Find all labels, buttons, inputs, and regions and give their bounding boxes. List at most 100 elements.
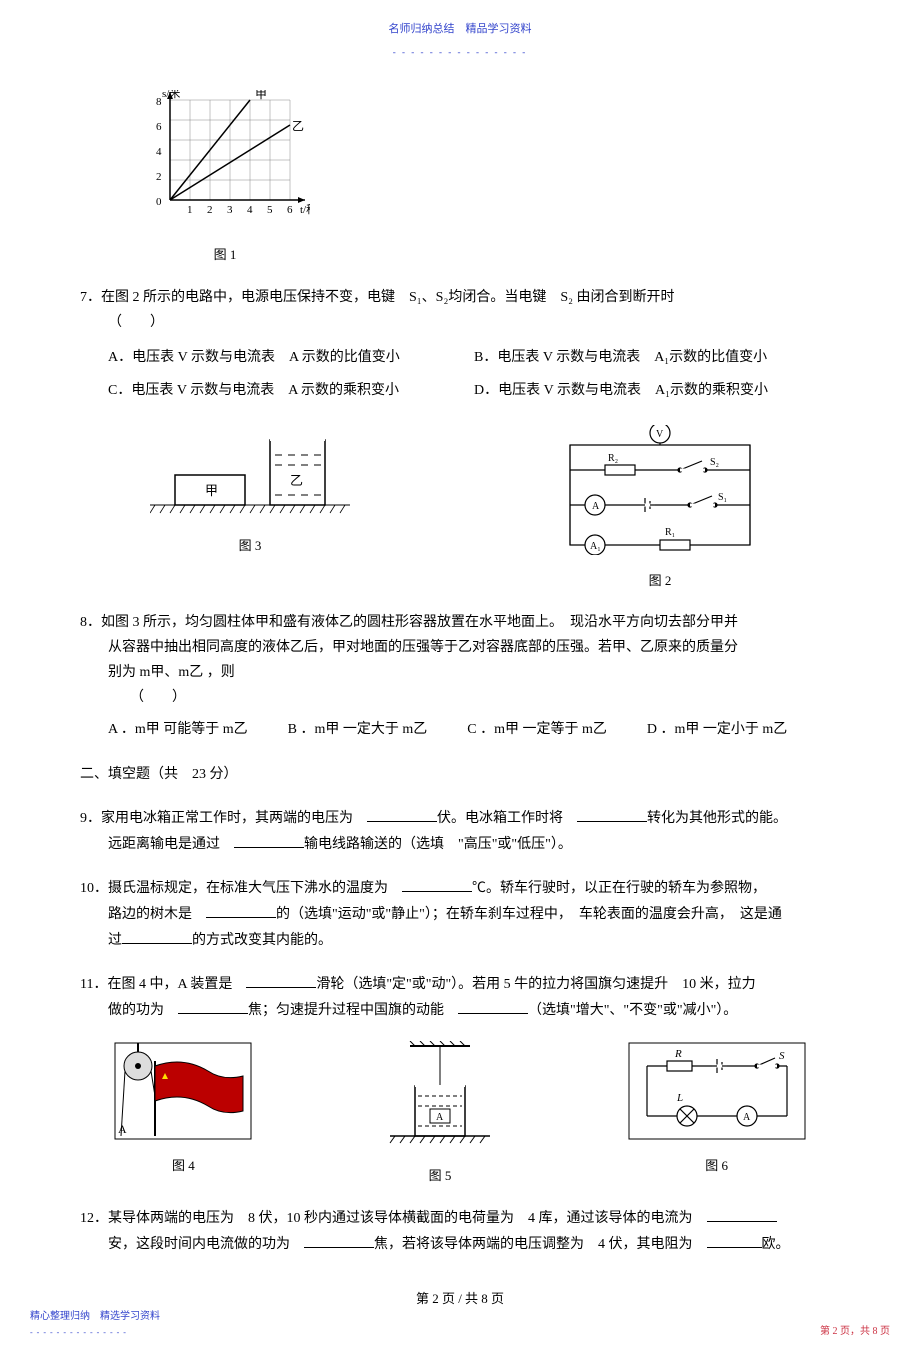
q12-t4: 欧。 (762, 1237, 790, 1252)
svg-text:A₁: A₁ (590, 541, 601, 552)
svg-text:4: 4 (156, 146, 162, 158)
q8-paren: （ ） (80, 685, 840, 710)
figure-1-caption: 图 1 (140, 243, 310, 266)
q7-opt-b: B．电压表 V 示数与电流表 A₁示数的比值变小 (474, 341, 840, 374)
figure-5: A 图 5 (380, 1041, 500, 1188)
svg-text:S₁: S₁ (718, 492, 727, 503)
svg-text:5: 5 (267, 204, 273, 216)
svg-text:s/米: s/米 (162, 90, 180, 100)
q12-blank3 (707, 1231, 762, 1248)
question-11: 11．在图 4 中，A 装置是 滑轮（选填"定"或"动"）。若用 5 牛的拉力将… (80, 971, 840, 1023)
svg-text:L: L (676, 1092, 683, 1104)
q9-t2: 伏。电冰箱工作时将 (437, 811, 577, 826)
q8-options: A ．m甲 可能等于 m乙 B ．m甲 一定大于 m乙 C ．m甲 一定等于 m… (80, 717, 840, 742)
question-9: 9．家用电冰箱正常工作时，其两端的电压为 伏。电冰箱工作时将 转化为其他形式的能… (80, 805, 840, 857)
bottom-left-note: 精心整理归纳 精选学习资料 - - - - - - - - - - - - - … (30, 1308, 160, 1340)
figure-3-2-row: 甲 乙 图 3 (80, 425, 840, 592)
q7-options: A．电压表 V 示数与电流表 A 示数的比值变小 B．电压表 V 示数与电流表 … (80, 341, 840, 407)
svg-text:4: 4 (247, 204, 253, 216)
q10-t5: 过 (108, 933, 122, 948)
q8-line2: 从容器中抽出相同高度的液体乙后，甲对地面的压强等于乙对容器底部的压强。若甲、乙原… (80, 635, 840, 660)
svg-text:甲: 甲 (205, 483, 218, 498)
q10-t6: 的方式改变其内能的。 (192, 933, 332, 948)
bl-dots: - - - - - - - - - - - - - - - (30, 1326, 160, 1340)
figure-2-caption: 图 2 (550, 569, 770, 592)
q12-blank1 (707, 1205, 777, 1222)
q10-blank1 (402, 875, 472, 892)
q11-blank2 (178, 997, 248, 1014)
q10-blank3 (122, 927, 192, 944)
svg-text:乙: 乙 (290, 473, 303, 488)
figure-6: R S L A 图 6 (627, 1041, 807, 1188)
q11-t3: 做的功为 (108, 1003, 178, 1018)
bottom-right-note: 第 2 页，共 8 页 (820, 1323, 890, 1341)
fig1-yi-label: 乙 (292, 119, 304, 133)
svg-text:0: 0 (156, 196, 162, 208)
svg-text:1: 1 (187, 204, 193, 216)
q10-t2: ℃。轿车行驶时，以正在行驶的轿车为参照物， (472, 881, 766, 896)
q8-opt-a: A ．m甲 可能等于 m乙 (108, 717, 248, 742)
q10-t3: 路边的树木是 (108, 907, 206, 922)
header-dots: - - - - - - - - - - - - - - - (80, 44, 840, 60)
figure-4: A 图 4 (113, 1041, 253, 1188)
header-note: 名师归纳总结 精品学习资料 (80, 20, 840, 40)
q7-opt-c: C．电压表 V 示数与电流表 A 示数的乘积变小 (108, 374, 474, 407)
q8-opt-c: C ．m甲 一定等于 m乙 (467, 717, 607, 742)
svg-text:R₂: R₂ (608, 453, 618, 464)
q11-blank3 (458, 997, 528, 1014)
svg-text:3: 3 (227, 204, 233, 216)
figure-3: 甲 乙 图 3 (150, 425, 350, 592)
q9-blank1 (367, 805, 437, 822)
svg-text:6: 6 (287, 204, 293, 216)
svg-text:A: A (743, 1112, 751, 1123)
svg-text:A: A (592, 501, 600, 512)
q11-t2: 滑轮（选填"定"或"动"）。若用 5 牛的拉力将国旗匀速提升 10 米，拉力 (316, 977, 755, 992)
svg-text:R₁: R₁ (665, 527, 675, 538)
q9-blank3 (234, 831, 304, 848)
figure-1-row: 甲 乙 s/米 t/秒 8 6 4 2 0 1 2 3 4 5 6 图 1 (80, 90, 840, 267)
svg-text:A: A (118, 1122, 127, 1136)
q10-t4: 的（选填"运动"或"静止"）；在轿车刹车过程中， 车轮表面的温度会升高， 这是通 (276, 907, 782, 922)
q11-t5: （选填"增大"、"不变"或"减小"）。 (528, 1003, 737, 1018)
q12-t2: 安，这段时间内电流做的功为 (108, 1237, 304, 1252)
q7-paren: （ ） (80, 310, 840, 335)
q8-line3: 别为 m甲、m乙 ，则 (80, 660, 840, 685)
svg-text:V: V (656, 429, 664, 440)
q8-line1: 8．如图 3 所示，均匀圆柱体甲和盛有液体乙的圆柱形容器放置在水平地面上。 现沿… (80, 610, 840, 635)
svg-text:A: A (436, 1112, 444, 1123)
question-12: 12．某导体两端的电压为 8 伏，10 秒内通过该导体横截面的电荷量为 4 库，… (80, 1205, 840, 1257)
figure-1: 甲 乙 s/米 t/秒 8 6 4 2 0 1 2 3 4 5 6 图 1 (140, 90, 310, 267)
svg-text:S: S (779, 1050, 785, 1062)
svg-text:2: 2 (207, 204, 213, 216)
bl-text: 精心整理归纳 精选学习资料 (30, 1308, 160, 1326)
svg-text:S₂: S₂ (710, 457, 719, 468)
q9-t5: 输电线路输送的（选填 "高压"或"低压"）。 (304, 837, 572, 852)
figure-456-row: A 图 4 A 图 5 (80, 1041, 840, 1188)
q7-text: 7．在图 2 所示的电路中，电源电压保持不变，电键 S₁、S₂均闭合。当电键 S… (80, 285, 840, 310)
fig1-jia-label: 甲 (255, 90, 267, 101)
q8-opt-b: B ．m甲 一定大于 m乙 (288, 717, 428, 742)
svg-text:2: 2 (156, 171, 162, 183)
q10-blank2 (206, 901, 276, 918)
q11-blank1 (246, 971, 316, 988)
q11-t1: 11．在图 4 中，A 装置是 (80, 977, 246, 992)
figure-6-caption: 图 6 (627, 1154, 807, 1177)
q12-t1: 12．某导体两端的电压为 8 伏，10 秒内通过该导体横截面的电荷量为 4 库，… (80, 1211, 707, 1226)
figure-5-caption: 图 5 (380, 1164, 500, 1187)
q7-opt-a: A．电压表 V 示数与电流表 A 示数的比值变小 (108, 341, 474, 374)
q10-t1: 10．摄氏温标规定，在标准大气压下沸水的温度为 (80, 881, 402, 896)
svg-text:8: 8 (156, 96, 162, 108)
figure-4-caption: 图 4 (113, 1154, 253, 1177)
q9-t3: 转化为其他形式的能。 (647, 811, 787, 826)
q7-opt-d: D．电压表 V 示数与电流表 A₁示数的乘积变小 (474, 374, 840, 407)
svg-text:R: R (674, 1048, 682, 1060)
q8-opt-d: D ．m甲 一定小于 m乙 (647, 717, 787, 742)
question-10: 10．摄氏温标规定，在标准大气压下沸水的温度为 ℃。轿车行驶时，以正在行驶的轿车… (80, 875, 840, 953)
section-2-title: 二、填空题（共 23 分） (80, 762, 840, 787)
svg-text:t/秒: t/秒 (300, 202, 310, 216)
figure-2: V R₂ S₂ A S₁ A₁ R₁ 图 2 (550, 425, 770, 592)
q9-blank2 (577, 805, 647, 822)
q12-t3: 焦，若将该导体两端的电压调整为 4 伏，其电阻为 (374, 1237, 707, 1252)
q11-t4: 焦；匀速提升过程中国旗的动能 (248, 1003, 458, 1018)
svg-text:6: 6 (156, 121, 162, 133)
